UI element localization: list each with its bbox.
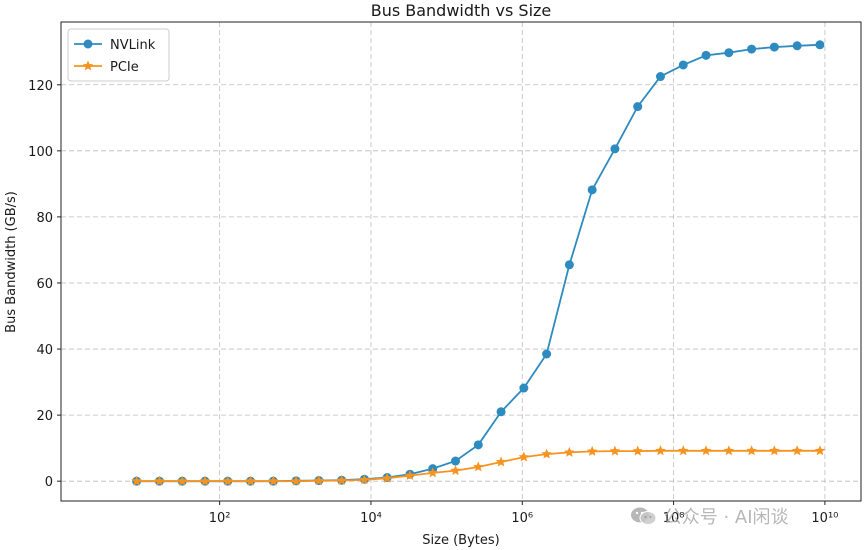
legend-marker-pcie — [82, 60, 94, 71]
data-point-nvlink — [633, 102, 643, 112]
data-point-pcie — [700, 445, 712, 456]
series-line-nvlink — [136, 43, 820, 483]
legend-label-nvlink: NVLink — [110, 38, 156, 53]
wechat-logo-icon — [630, 506, 658, 526]
x-axis-label: Size (Bytes) — [422, 533, 499, 548]
data-point-nvlink — [815, 40, 825, 50]
data-point-nvlink — [701, 50, 711, 60]
data-point-pcie — [450, 465, 461, 476]
data-point-nvlink — [792, 41, 802, 51]
data-point-pcie — [586, 445, 598, 456]
y-tick-label: 40 — [36, 343, 53, 358]
data-point-pcie — [791, 445, 803, 456]
data-point-pcie — [290, 475, 302, 486]
data-point-pcie — [177, 475, 188, 486]
data-point-pcie — [723, 445, 734, 456]
watermark: 公众号 · AI闲谈 — [630, 503, 789, 529]
data-point-nvlink — [496, 407, 506, 417]
series-pcie — [131, 445, 826, 486]
data-point-pcie — [632, 445, 643, 456]
x-tick-label: 10⁶ — [511, 511, 533, 526]
legend-label-pcie: PCIe — [110, 60, 139, 75]
data-point-pcie — [245, 475, 256, 486]
data-point-pcie — [154, 475, 165, 486]
y-tick-label: 120 — [28, 79, 53, 94]
data-point-nvlink — [610, 144, 620, 154]
y-axis-ticks: 0 20 40 60 80 100 120 — [28, 79, 61, 490]
data-point-nvlink — [451, 456, 461, 466]
data-point-pcie — [564, 446, 575, 457]
legend-marker-nvlink — [83, 39, 93, 49]
x-tick-label: 10¹⁰ — [811, 511, 838, 526]
data-point-nvlink — [724, 48, 734, 58]
y-tick-label: 20 — [36, 409, 53, 424]
data-point-pcie — [609, 445, 621, 456]
data-point-nvlink — [747, 44, 757, 54]
data-point-pcie — [746, 445, 757, 456]
data-point-pcie — [678, 445, 689, 456]
data-point-nvlink — [542, 349, 552, 359]
y-tick-label: 80 — [36, 211, 53, 226]
x-tick-label: 10⁸ — [663, 511, 685, 526]
data-point-pcie — [473, 461, 484, 472]
data-point-pcie — [313, 475, 325, 486]
data-point-pcie — [382, 472, 393, 483]
data-point-nvlink — [678, 60, 688, 70]
data-point-nvlink — [519, 383, 529, 393]
data-point-pcie — [359, 474, 370, 485]
y-tick-label: 60 — [36, 277, 53, 292]
data-point-pcie — [199, 475, 211, 486]
data-point-pcie — [495, 456, 507, 467]
plot-frame — [60, 21, 862, 502]
legend-box — [67, 28, 170, 82]
data-point-nvlink — [564, 260, 574, 270]
data-point-pcie — [336, 475, 347, 485]
grid-lines — [61, 22, 861, 501]
data-point-nvlink — [655, 72, 665, 82]
data-point-pcie — [404, 470, 416, 480]
y-tick-label: 100 — [28, 145, 53, 160]
x-tick-label: 10² — [209, 511, 231, 526]
series-layer — [131, 40, 826, 486]
data-point-pcie — [655, 445, 666, 456]
data-point-pcie — [131, 475, 142, 486]
data-point-pcie — [769, 445, 780, 456]
data-point-nvlink — [769, 42, 779, 52]
data-point-pcie — [518, 451, 530, 462]
data-point-pcie — [222, 475, 233, 486]
legend: NVLink PCIe — [67, 28, 170, 82]
data-point-nvlink — [587, 185, 597, 195]
data-point-pcie — [427, 467, 438, 478]
data-point-pcie — [268, 475, 279, 486]
x-axis-ticks: 10² 10⁴ 10⁶ 10⁸ 10¹⁰ — [209, 501, 838, 526]
y-tick-label: 0 — [45, 475, 53, 490]
y-axis-label: Bus Bandwidth (GB/s) — [4, 191, 19, 333]
watermark-text: 公众号 · AI闲谈 — [663, 507, 789, 528]
chart-title: Bus Bandwidth vs Size — [371, 1, 552, 20]
data-point-nvlink — [473, 440, 483, 450]
x-tick-label: 10⁴ — [360, 511, 382, 526]
series-nvlink — [132, 40, 825, 486]
data-point-pcie — [541, 448, 552, 459]
data-point-pcie — [814, 445, 826, 456]
